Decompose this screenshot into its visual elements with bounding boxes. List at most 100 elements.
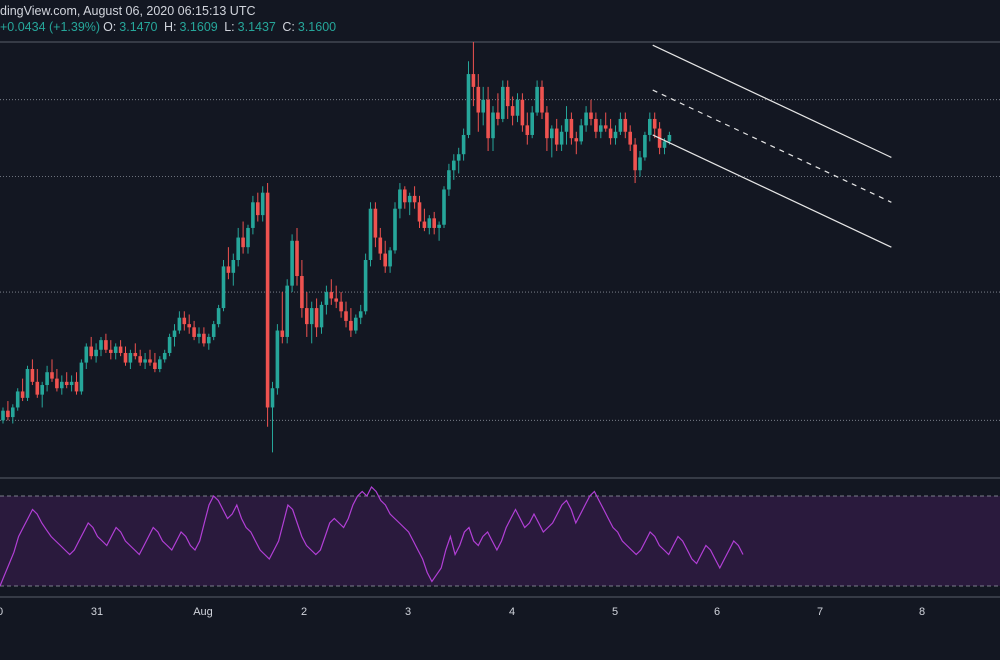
candle-53[interactable]: [260, 186, 265, 222]
candle-115[interactable]: [564, 106, 569, 145]
candle-117[interactable]: [574, 131, 579, 155]
candle-94[interactable]: [461, 128, 466, 161]
candle-73[interactable]: [358, 304, 363, 325]
candle-78[interactable]: [383, 240, 387, 273]
candle-48[interactable]: [236, 227, 240, 267]
candle-119[interactable]: [584, 106, 588, 132]
candle-72[interactable]: [354, 314, 358, 334]
candle-111[interactable]: [545, 106, 549, 151]
candle-29[interactable]: [143, 352, 147, 369]
candle-16[interactable]: [79, 359, 84, 395]
candle-38[interactable]: [187, 314, 191, 334]
candle-19[interactable]: [94, 343, 98, 363]
candle-121[interactable]: [594, 112, 598, 139]
candle-82[interactable]: [403, 186, 407, 209]
candle-85[interactable]: [417, 195, 422, 228]
candle-6[interactable]: [30, 359, 35, 386]
candle-128[interactable]: [628, 125, 632, 151]
candle-86[interactable]: [422, 208, 427, 232]
candle-106[interactable]: [520, 93, 525, 132]
candle-14[interactable]: [69, 375, 74, 392]
candle-66[interactable]: [324, 285, 329, 315]
candle-20[interactable]: [99, 336, 103, 357]
candle-46[interactable]: [226, 247, 231, 280]
candle-123[interactable]: [603, 112, 608, 132]
candle-21[interactable]: [104, 333, 108, 353]
channel-line-middle[interactable]: [652, 89, 892, 203]
candle-97[interactable]: [476, 74, 481, 132]
candle-57[interactable]: [280, 292, 285, 344]
candle-15[interactable]: [74, 372, 79, 395]
candle-36[interactable]: [177, 311, 182, 334]
candle-52[interactable]: [256, 192, 260, 222]
candle-108[interactable]: [530, 106, 534, 139]
candle-32[interactable]: [158, 356, 162, 373]
candle-23[interactable]: [113, 343, 118, 360]
candle-77[interactable]: [378, 227, 383, 260]
candle-101[interactable]: [496, 93, 500, 126]
candle-64[interactable]: [314, 298, 319, 337]
candle-54[interactable]: [265, 183, 270, 427]
candle-84[interactable]: [412, 186, 417, 209]
candle-100[interactable]: [491, 106, 495, 151]
time-axis[interactable]: 0 31 Aug 2 3 4 5 6 7 8: [0, 606, 925, 618]
candle-92[interactable]: [452, 154, 456, 180]
candle-59[interactable]: [290, 234, 294, 293]
candle-39[interactable]: [192, 320, 196, 341]
candle-114[interactable]: [559, 125, 564, 151]
candle-68[interactable]: [334, 285, 338, 309]
candle-35[interactable]: [172, 324, 177, 347]
candle-24[interactable]: [118, 340, 123, 357]
candle-93[interactable]: [456, 147, 461, 174]
candle-74[interactable]: [363, 253, 368, 315]
descending-channel[interactable]: [652, 44, 892, 248]
candle-96[interactable]: [471, 42, 476, 107]
candle-42[interactable]: [207, 333, 211, 350]
candle-132[interactable]: [648, 112, 652, 142]
candle-116[interactable]: [569, 112, 574, 145]
candle-45[interactable]: [221, 260, 226, 312]
candle-10[interactable]: [50, 359, 54, 382]
candle-34[interactable]: [167, 333, 172, 357]
candle-30[interactable]: [148, 349, 152, 366]
candle-131[interactable]: [643, 131, 647, 161]
candle-27[interactable]: [133, 343, 138, 360]
candle-51[interactable]: [251, 195, 255, 235]
candle-60[interactable]: [295, 227, 299, 286]
candle-17[interactable]: [84, 343, 89, 369]
candle-79[interactable]: [388, 247, 392, 273]
rsi-line[interactable]: [0, 486, 744, 587]
candle-18[interactable]: [89, 336, 93, 360]
candle-50[interactable]: [246, 224, 250, 254]
candle-28[interactable]: [138, 349, 142, 366]
candle-109[interactable]: [535, 80, 539, 116]
candle-25[interactable]: [123, 346, 128, 366]
candle-113[interactable]: [554, 118, 559, 151]
candle-4[interactable]: [20, 378, 25, 402]
candle-56[interactable]: [275, 324, 280, 395]
candle-44[interactable]: [216, 304, 221, 328]
channel-line-lower[interactable]: [652, 134, 892, 248]
candle-2[interactable]: [11, 404, 15, 424]
candle-90[interactable]: [442, 186, 446, 228]
candle-26[interactable]: [128, 349, 133, 369]
candle-91[interactable]: [447, 163, 451, 196]
candle-22[interactable]: [109, 340, 113, 360]
candle-126[interactable]: [618, 112, 623, 135]
candle-83[interactable]: [407, 192, 412, 216]
candle-41[interactable]: [202, 327, 206, 347]
candle-75[interactable]: [368, 202, 373, 267]
candle-118[interactable]: [579, 118, 583, 145]
candle-76[interactable]: [373, 202, 378, 248]
candle-7[interactable]: [35, 369, 40, 398]
candle-99[interactable]: [486, 86, 490, 151]
candle-98[interactable]: [481, 86, 485, 126]
candle-107[interactable]: [525, 112, 530, 145]
candle-3[interactable]: [15, 388, 20, 411]
candle-13[interactable]: [64, 372, 69, 389]
candle-112[interactable]: [550, 125, 554, 158]
candle-9[interactable]: [45, 365, 49, 392]
candle-43[interactable]: [211, 320, 216, 341]
candle-63[interactable]: [309, 301, 314, 344]
candle-33[interactable]: [162, 349, 167, 363]
